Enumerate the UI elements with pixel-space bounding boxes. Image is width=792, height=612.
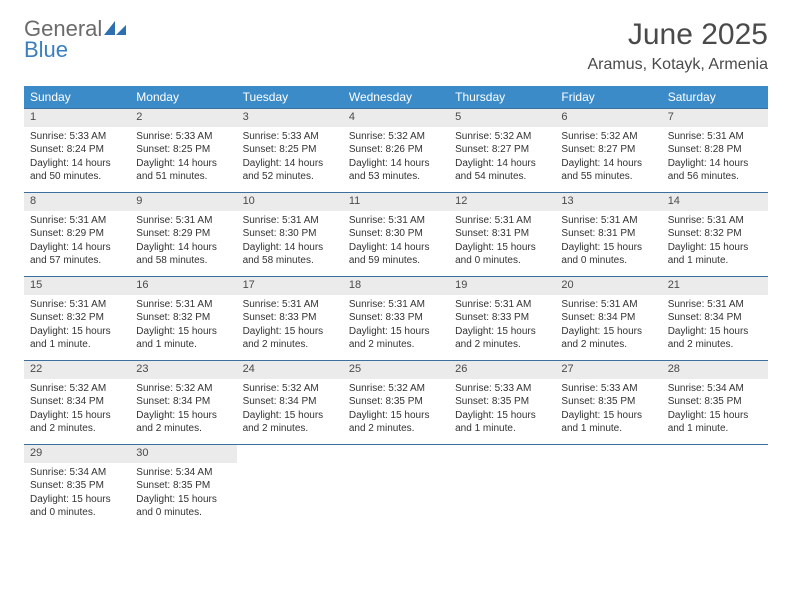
day-number-cell: 15: [24, 277, 130, 295]
weekday-header-row: Sunday Monday Tuesday Wednesday Thursday…: [24, 86, 768, 109]
day-content-cell: [449, 463, 555, 529]
day-content-cell: Sunrise: 5:31 AMSunset: 8:30 PMDaylight:…: [237, 211, 343, 277]
day-number-cell: 2: [130, 109, 236, 127]
day-number-row: 2930: [24, 445, 768, 463]
title-block: June 2025 Aramus, Kotayk, Armenia: [587, 18, 768, 74]
day-content-cell: Sunrise: 5:31 AMSunset: 8:32 PMDaylight:…: [662, 211, 768, 277]
day-content-cell: Sunrise: 5:32 AMSunset: 8:34 PMDaylight:…: [237, 379, 343, 445]
weekday-header: Tuesday: [237, 86, 343, 109]
day-content-cell: Sunrise: 5:33 AMSunset: 8:35 PMDaylight:…: [449, 379, 555, 445]
day-number-cell: 18: [343, 277, 449, 295]
day-content-cell: Sunrise: 5:32 AMSunset: 8:26 PMDaylight:…: [343, 127, 449, 193]
day-number-cell: 5: [449, 109, 555, 127]
day-content-cell: [555, 463, 661, 529]
day-content-cell: [662, 463, 768, 529]
day-content-row: Sunrise: 5:34 AMSunset: 8:35 PMDaylight:…: [24, 463, 768, 529]
day-number-cell: 10: [237, 193, 343, 211]
day-number-cell: 25: [343, 361, 449, 379]
day-content-row: Sunrise: 5:33 AMSunset: 8:24 PMDaylight:…: [24, 127, 768, 193]
day-content-cell: Sunrise: 5:31 AMSunset: 8:33 PMDaylight:…: [449, 295, 555, 361]
day-number-cell: [555, 445, 661, 463]
logo: General Blue: [24, 18, 126, 61]
day-number-cell: 24: [237, 361, 343, 379]
day-content-cell: Sunrise: 5:33 AMSunset: 8:35 PMDaylight:…: [555, 379, 661, 445]
day-content-cell: Sunrise: 5:31 AMSunset: 8:28 PMDaylight:…: [662, 127, 768, 193]
weekday-header: Saturday: [662, 86, 768, 109]
day-number-cell: 7: [662, 109, 768, 127]
day-number-cell: 28: [662, 361, 768, 379]
day-number-cell: 3: [237, 109, 343, 127]
day-number-cell: 30: [130, 445, 236, 463]
day-number-cell: 1: [24, 109, 130, 127]
day-content-cell: Sunrise: 5:32 AMSunset: 8:34 PMDaylight:…: [24, 379, 130, 445]
day-content-cell: Sunrise: 5:31 AMSunset: 8:29 PMDaylight:…: [130, 211, 236, 277]
day-number-cell: 11: [343, 193, 449, 211]
day-content-cell: Sunrise: 5:31 AMSunset: 8:32 PMDaylight:…: [130, 295, 236, 361]
location-label: Aramus, Kotayk, Armenia: [587, 56, 768, 74]
day-content-cell: [343, 463, 449, 529]
day-number-cell: 16: [130, 277, 236, 295]
weekday-header: Wednesday: [343, 86, 449, 109]
day-content-row: Sunrise: 5:31 AMSunset: 8:32 PMDaylight:…: [24, 295, 768, 361]
day-content-cell: Sunrise: 5:31 AMSunset: 8:32 PMDaylight:…: [24, 295, 130, 361]
day-content-cell: Sunrise: 5:33 AMSunset: 8:25 PMDaylight:…: [237, 127, 343, 193]
day-number-cell: [662, 445, 768, 463]
day-number-row: 15161718192021: [24, 277, 768, 295]
day-content-cell: Sunrise: 5:31 AMSunset: 8:33 PMDaylight:…: [343, 295, 449, 361]
day-number-cell: [237, 445, 343, 463]
day-content-cell: Sunrise: 5:32 AMSunset: 8:34 PMDaylight:…: [130, 379, 236, 445]
logo-sail-icon: [104, 19, 126, 41]
day-content-cell: Sunrise: 5:31 AMSunset: 8:30 PMDaylight:…: [343, 211, 449, 277]
day-content-cell: Sunrise: 5:33 AMSunset: 8:25 PMDaylight:…: [130, 127, 236, 193]
day-content-cell: Sunrise: 5:31 AMSunset: 8:33 PMDaylight:…: [237, 295, 343, 361]
day-number-row: 22232425262728: [24, 361, 768, 379]
day-content-cell: Sunrise: 5:32 AMSunset: 8:27 PMDaylight:…: [555, 127, 661, 193]
logo-word-2: Blue: [24, 39, 126, 61]
day-number-cell: 23: [130, 361, 236, 379]
day-number-cell: 27: [555, 361, 661, 379]
day-content-cell: Sunrise: 5:34 AMSunset: 8:35 PMDaylight:…: [662, 379, 768, 445]
day-content-cell: Sunrise: 5:31 AMSunset: 8:34 PMDaylight:…: [662, 295, 768, 361]
header: General Blue June 2025 Aramus, Kotayk, A…: [24, 18, 768, 74]
day-number-cell: 14: [662, 193, 768, 211]
day-number-cell: 13: [555, 193, 661, 211]
day-content-cell: Sunrise: 5:33 AMSunset: 8:24 PMDaylight:…: [24, 127, 130, 193]
day-number-cell: 12: [449, 193, 555, 211]
day-content-cell: Sunrise: 5:32 AMSunset: 8:27 PMDaylight:…: [449, 127, 555, 193]
day-number-cell: 20: [555, 277, 661, 295]
day-content-row: Sunrise: 5:32 AMSunset: 8:34 PMDaylight:…: [24, 379, 768, 445]
day-number-cell: 26: [449, 361, 555, 379]
day-number-cell: 9: [130, 193, 236, 211]
day-number-row: 891011121314: [24, 193, 768, 211]
day-number-cell: 19: [449, 277, 555, 295]
day-number-cell: 6: [555, 109, 661, 127]
day-number-cell: [343, 445, 449, 463]
day-number-row: 1234567: [24, 109, 768, 127]
day-number-cell: 21: [662, 277, 768, 295]
page-title: June 2025: [587, 18, 768, 52]
day-content-cell: Sunrise: 5:31 AMSunset: 8:31 PMDaylight:…: [449, 211, 555, 277]
day-number-cell: 17: [237, 277, 343, 295]
day-content-cell: [237, 463, 343, 529]
day-content-row: Sunrise: 5:31 AMSunset: 8:29 PMDaylight:…: [24, 211, 768, 277]
day-number-cell: 4: [343, 109, 449, 127]
day-content-cell: Sunrise: 5:34 AMSunset: 8:35 PMDaylight:…: [130, 463, 236, 529]
day-number-cell: 8: [24, 193, 130, 211]
day-content-cell: Sunrise: 5:31 AMSunset: 8:29 PMDaylight:…: [24, 211, 130, 277]
weekday-header: Sunday: [24, 86, 130, 109]
weekday-header: Thursday: [449, 86, 555, 109]
day-number-cell: [449, 445, 555, 463]
day-content-cell: Sunrise: 5:34 AMSunset: 8:35 PMDaylight:…: [24, 463, 130, 529]
day-number-cell: 22: [24, 361, 130, 379]
day-number-cell: 29: [24, 445, 130, 463]
weekday-header: Monday: [130, 86, 236, 109]
weekday-header: Friday: [555, 86, 661, 109]
day-content-cell: Sunrise: 5:32 AMSunset: 8:35 PMDaylight:…: [343, 379, 449, 445]
day-content-cell: Sunrise: 5:31 AMSunset: 8:31 PMDaylight:…: [555, 211, 661, 277]
calendar-table: Sunday Monday Tuesday Wednesday Thursday…: [24, 86, 768, 529]
day-content-cell: Sunrise: 5:31 AMSunset: 8:34 PMDaylight:…: [555, 295, 661, 361]
